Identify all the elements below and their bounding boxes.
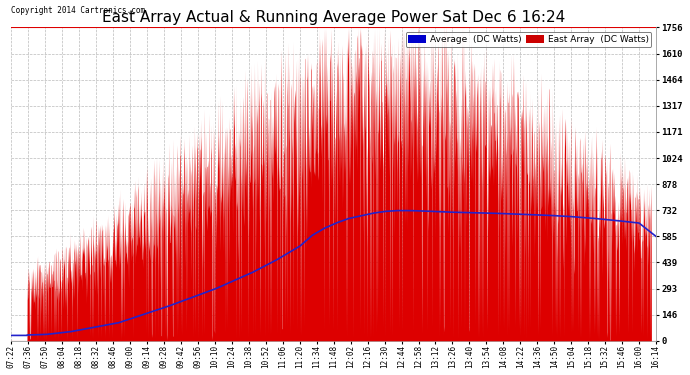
Legend: Average  (DC Watts), East Array  (DC Watts): Average (DC Watts), East Array (DC Watts… xyxy=(406,32,651,46)
Title: East Array Actual & Running Average Power Sat Dec 6 16:24: East Array Actual & Running Average Powe… xyxy=(102,10,565,25)
Text: Copyright 2014 Cartronics.com: Copyright 2014 Cartronics.com xyxy=(12,6,146,15)
